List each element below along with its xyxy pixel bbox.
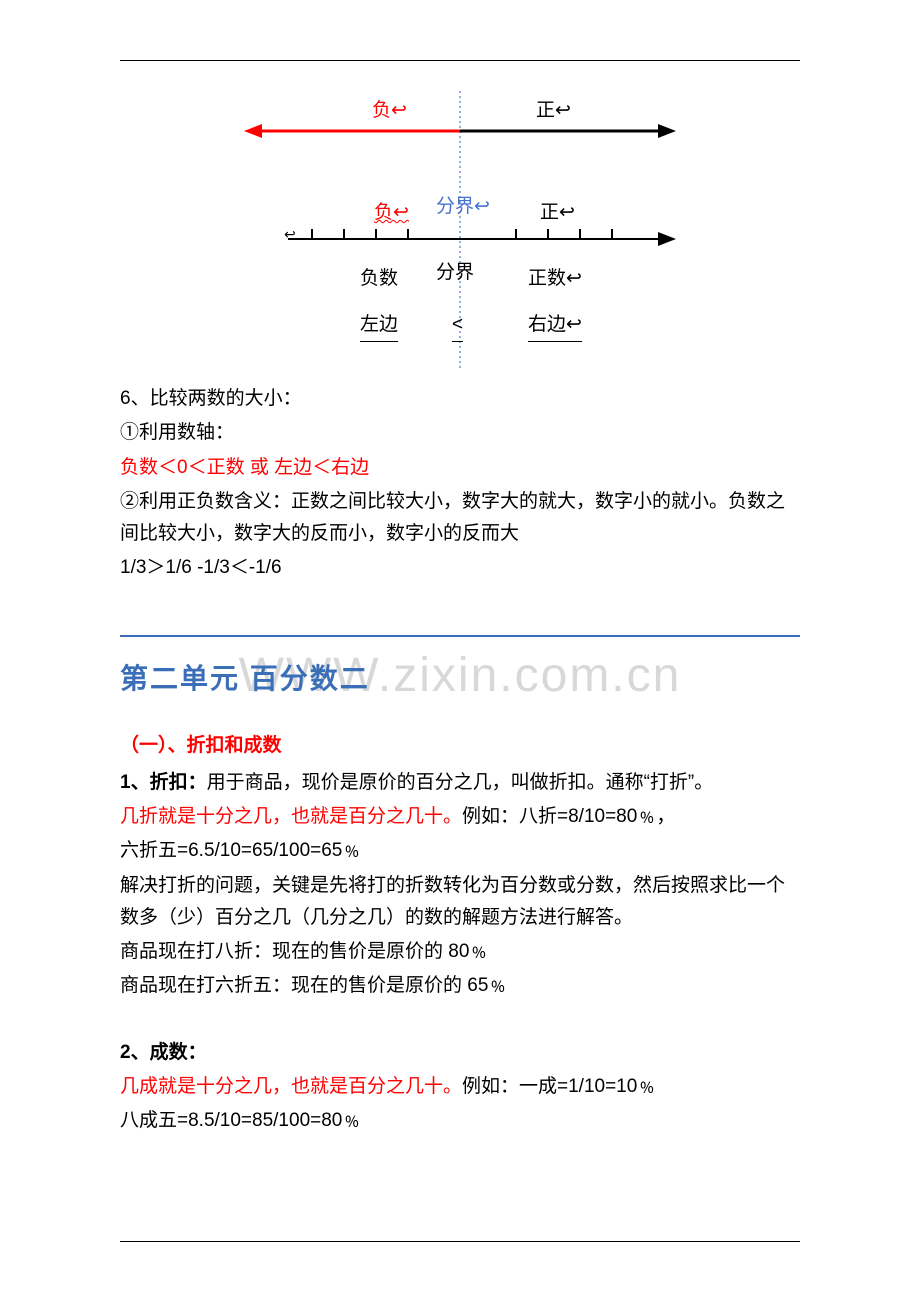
- para-s2c: 八成五=8.5/10=85/100=80﹪: [120, 1105, 800, 1137]
- diagram-label-boundary-2: 分界: [436, 257, 474, 289]
- number-line-diagram: 负↩ 正↩ 负↩ 分界↩ 正↩ ↩ 负数 分界 正数↩ 左边 < 右边↩: [240, 91, 680, 371]
- top-rule: [120, 60, 800, 61]
- para-s1b-tail: 例如：八折=8/10=80﹪，: [462, 806, 675, 827]
- para-s2b-tail: 例如：一成=1/10=10﹪: [462, 1076, 656, 1097]
- footer-rule: [120, 1241, 800, 1242]
- para-6d: 1/3＞1/6 -1/3＜-1/6: [120, 552, 800, 584]
- para-s1a-rest: 用于商品，现价是原价的百分之几，叫做折扣。通称“打折”。: [207, 772, 714, 793]
- para-s2b: 几成就是十分之几，也就是百分之几十。例如：一成=1/10=10﹪: [120, 1071, 800, 1103]
- para-6b: 负数＜0＜正数 或 左边＜右边: [120, 452, 800, 484]
- para-s1a-bold: 1、折扣：: [120, 772, 207, 793]
- section-divider: [120, 635, 800, 637]
- diagram-label-zhengshu: 正数↩: [528, 263, 582, 295]
- para-s1f: 商品现在打六折五：现在的售价是原价的 65﹪: [120, 970, 800, 1002]
- diagram-label-newline-mark: ↩: [284, 223, 296, 247]
- para-s2a-bold: 2、成数：: [120, 1042, 207, 1063]
- para-6a: ①利用数轴：: [120, 417, 800, 449]
- diagram-label-right: 右边↩: [528, 309, 582, 342]
- vertical-gap: [120, 1005, 800, 1037]
- para-s1b-red: 几折就是十分之几，也就是百分之几十。: [120, 806, 462, 827]
- diagram-label-neg-mid: 负↩: [374, 197, 409, 229]
- diagram-label-left: 左边: [360, 309, 398, 342]
- para-s1d: 解决打折的问题，关键是先将打的折数转化为百分数或分数，然后按照求比一个数多（少）…: [120, 870, 800, 935]
- subheading-1: （一）、折扣和成数: [120, 730, 800, 762]
- para-s1b: 几折就是十分之几，也就是百分之几十。例如：八折=8/10=80﹪，: [120, 801, 800, 833]
- para-s1e: 商品现在打八折：现在的售价是原价的 80﹪: [120, 936, 800, 968]
- unit-2-title: 第二单元 百分数二: [120, 655, 800, 703]
- diagram-label-lt: <: [452, 309, 463, 342]
- para-s2a: 2、成数：: [120, 1037, 800, 1069]
- diagram-label-neg-top: 负↩: [372, 95, 407, 127]
- diagram-label-pos-top: 正↩: [536, 95, 571, 127]
- page-content: 负↩ 正↩ 负↩ 分界↩ 正↩ ↩ 负数 分界 正数↩ 左边 < 右边↩ 6、比…: [120, 60, 800, 1138]
- para-6: 6、比较两数的大小：: [120, 383, 800, 415]
- diagram-label-boundary-1: 分界↩: [436, 191, 490, 223]
- para-s1a: 1、折扣：用于商品，现价是原价的百分之几，叫做折扣。通称“打折”。: [120, 767, 800, 799]
- diagram-label-pos-mid: 正↩: [540, 197, 575, 229]
- diagram-label-fushu: 负数: [360, 263, 398, 295]
- para-s2b-red: 几成就是十分之几，也就是百分之几十。: [120, 1076, 462, 1097]
- para-6c: ②利用正负数含义：正数之间比较大小，数字大的就大，数字小的就小。负数之间比较大小…: [120, 486, 800, 551]
- para-s1c: 六折五=6.5/10=65/100=65﹪: [120, 835, 800, 867]
